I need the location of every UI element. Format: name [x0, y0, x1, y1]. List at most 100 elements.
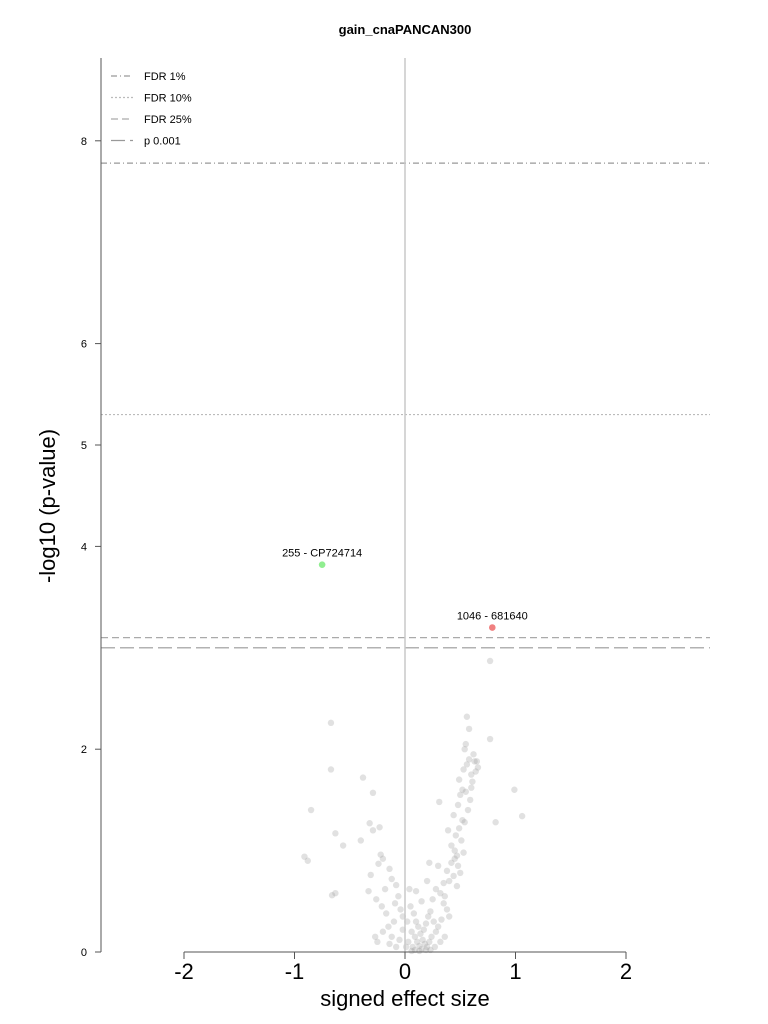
data-point	[383, 910, 390, 917]
legend-label: p 0.001	[144, 136, 181, 148]
data-point	[450, 872, 457, 880]
data-point	[369, 789, 377, 797]
data-point	[339, 842, 347, 849]
data-point	[473, 758, 481, 765]
data-point	[457, 869, 464, 877]
data-point	[458, 837, 465, 844]
data-point	[410, 910, 418, 917]
data-point	[426, 938, 433, 946]
data-point	[419, 936, 426, 944]
data-point	[465, 756, 473, 763]
data-point	[441, 933, 448, 940]
data-point	[465, 725, 473, 733]
data-point	[460, 766, 467, 773]
data-point	[421, 940, 429, 948]
data-point	[441, 893, 448, 900]
y-axis-label: -log10 (p-value)	[35, 429, 60, 583]
data-point	[307, 806, 315, 814]
data-point	[386, 940, 393, 948]
data-point	[459, 786, 466, 793]
data-point	[418, 945, 425, 953]
axes	[100, 58, 626, 953]
data-point	[369, 827, 377, 834]
data-point	[406, 885, 413, 893]
data-point	[412, 918, 420, 925]
data-point	[457, 791, 464, 799]
data-point	[301, 853, 308, 860]
data-point	[453, 852, 461, 859]
data-point	[381, 885, 389, 893]
legend: FDR 1% FDR 10% FDR 25% p 0.001	[111, 71, 192, 148]
data-point	[392, 943, 400, 951]
data-point	[468, 784, 475, 791]
data-point	[451, 855, 458, 862]
y-ticks: 0 2 4 5 6 8	[81, 136, 101, 959]
data-point	[428, 933, 435, 940]
data-point	[436, 798, 443, 806]
data-point	[374, 938, 381, 946]
x-tick-label: 0	[399, 959, 411, 984]
data-point	[408, 947, 415, 955]
data-point	[448, 859, 455, 866]
data-point	[378, 903, 385, 910]
data-point	[454, 862, 462, 870]
data-point	[376, 824, 383, 831]
data-point	[432, 885, 440, 893]
data-point	[446, 877, 453, 885]
data-point	[417, 930, 424, 937]
data-point	[448, 842, 455, 849]
data-point	[492, 819, 499, 826]
data-point	[373, 896, 380, 903]
data-point	[466, 796, 474, 804]
data-point	[425, 913, 432, 920]
data-point	[391, 900, 399, 907]
data-point	[423, 943, 431, 951]
data-point	[377, 851, 384, 858]
data-point	[371, 933, 379, 940]
data-point	[407, 903, 414, 910]
data-point	[388, 875, 395, 883]
legend-label: FDR 1%	[144, 71, 186, 83]
x-tick-label: -2	[174, 959, 194, 984]
legend-label: FDR 10%	[144, 93, 192, 105]
data-point	[332, 889, 339, 897]
data-point	[328, 892, 336, 899]
data-point	[469, 778, 476, 785]
point-annotation: 1046 - 681640	[457, 611, 528, 623]
data-point	[386, 865, 393, 873]
data-point	[427, 908, 434, 915]
data-point	[402, 943, 410, 951]
data-point	[511, 786, 518, 793]
data-point	[408, 928, 415, 935]
data-point	[455, 776, 463, 783]
data-point	[431, 943, 439, 951]
data-point	[423, 877, 431, 885]
data-point	[412, 887, 420, 895]
data-point	[395, 893, 402, 900]
data-point	[413, 938, 421, 946]
data-point	[426, 859, 433, 866]
legend-label: FDR 25%	[144, 114, 192, 126]
data-point	[462, 788, 469, 795]
data-point	[438, 916, 445, 923]
data-point	[365, 887, 372, 895]
y-tick-label: 4	[81, 541, 87, 553]
data-point	[452, 832, 460, 839]
y-tick-label: 5	[81, 440, 87, 452]
x-tick-label: 1	[509, 959, 521, 984]
data-point	[327, 766, 335, 773]
data-point	[422, 920, 430, 927]
data-point	[461, 819, 468, 826]
data-point	[409, 943, 416, 951]
data-point	[385, 923, 392, 930]
highlighted-point	[318, 561, 326, 568]
data-point	[415, 923, 422, 930]
data-point	[454, 801, 462, 809]
data-point	[459, 816, 466, 824]
data-point	[471, 758, 478, 765]
data-point	[397, 906, 404, 913]
data-point	[396, 936, 403, 944]
x-axis-label: signed effect size	[320, 986, 490, 1011]
chart-title: gain_cnaPANCAN300	[339, 22, 472, 37]
